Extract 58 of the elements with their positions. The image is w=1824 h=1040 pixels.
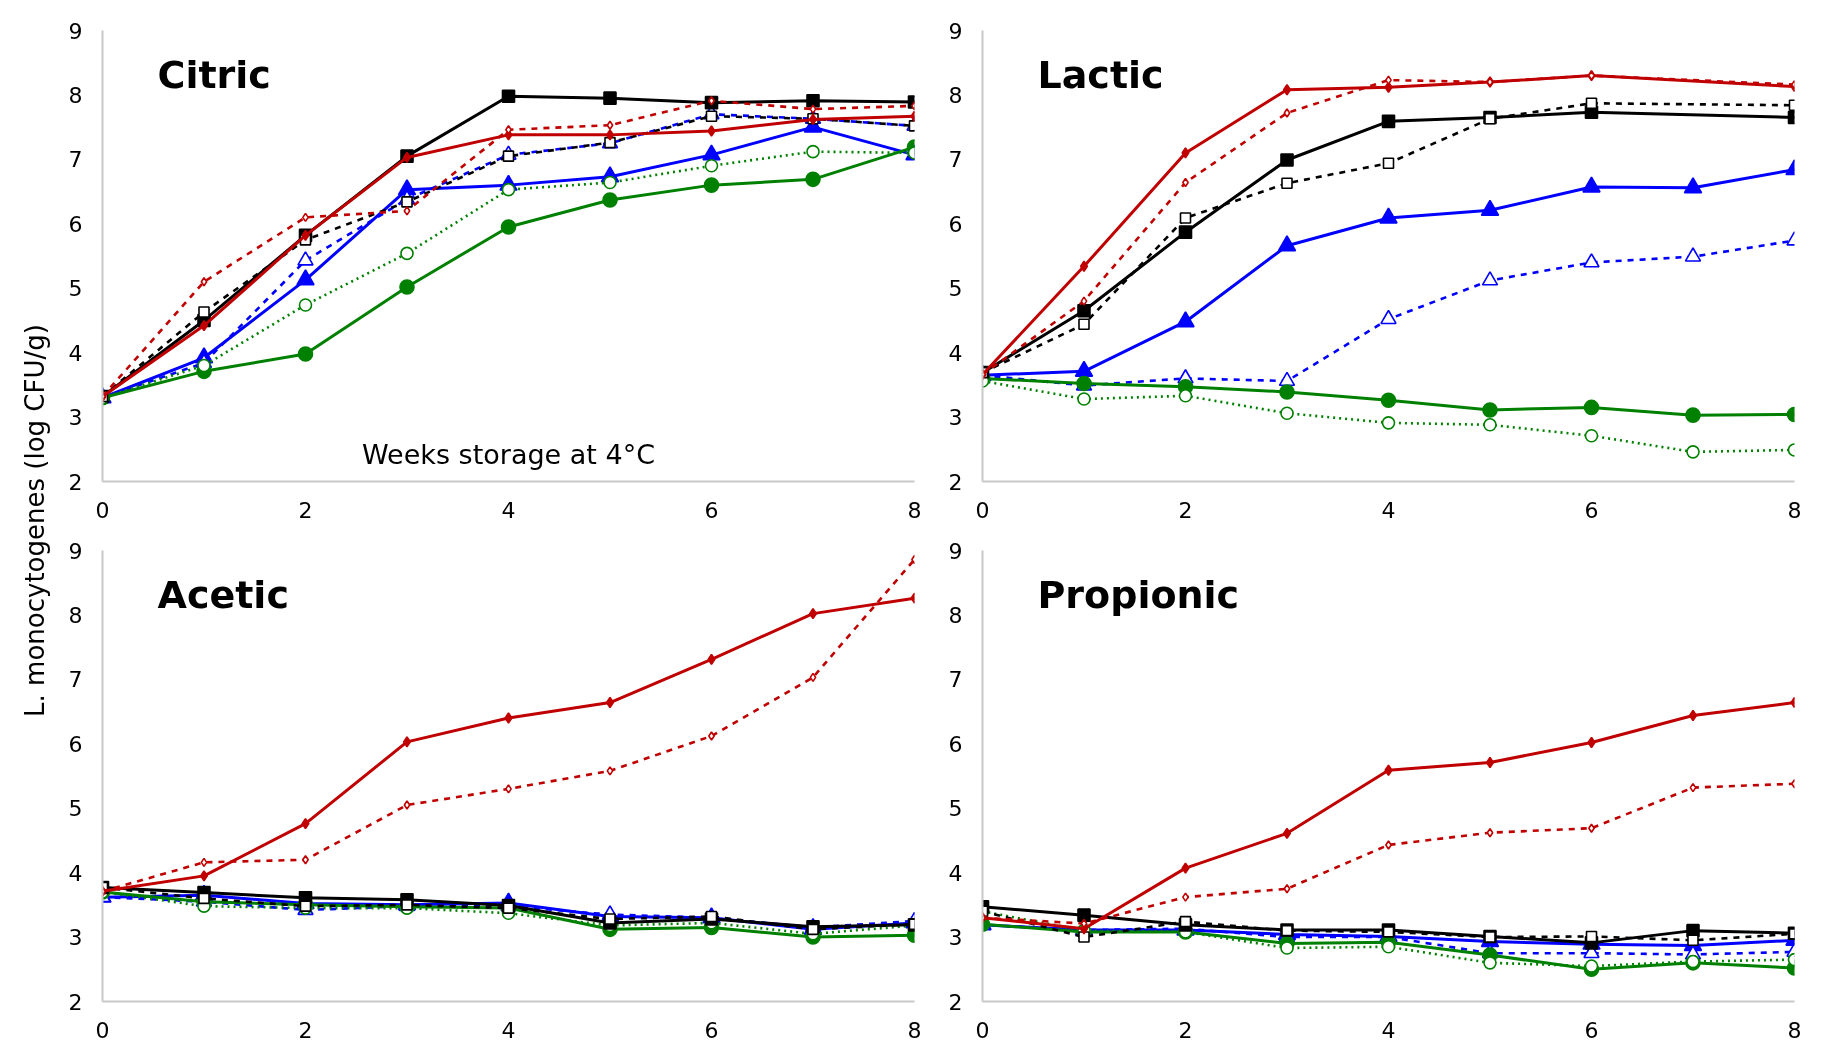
y-tick-label: 4 [68, 860, 83, 886]
y-tick-label: 6 [948, 211, 963, 237]
x-tick-label: 8 [1787, 1017, 1802, 1040]
x-tick-label: 8 [1787, 497, 1802, 523]
y-tick-label: 9 [948, 538, 963, 564]
y-tick-label: 7 [948, 147, 963, 173]
y-tick-label: 7 [948, 667, 963, 693]
y-tick-label: 4 [68, 340, 83, 366]
y-tick-label: 8 [68, 602, 83, 628]
y-tick-label: 2 [948, 469, 963, 495]
y-tick-label: 2 [68, 989, 83, 1015]
x-tick-label: 8 [907, 497, 922, 523]
y-tick-label: 5 [68, 796, 83, 822]
x-tick-label: 4 [1381, 497, 1396, 523]
x-tick-label: 6 [1584, 1017, 1599, 1040]
x-tick-label: 2 [298, 1017, 313, 1040]
x-tick-label: 8 [907, 1017, 922, 1040]
x-tick-label: 6 [704, 497, 719, 523]
y-tick-label: 3 [68, 405, 83, 431]
y-tick-label: 4 [948, 860, 963, 886]
text: Propionic [1037, 572, 1240, 617]
y-tick-label: 5 [948, 796, 963, 822]
x-tick-label: 0 [95, 1017, 110, 1040]
x-tick-label: 6 [1584, 497, 1599, 523]
x-tick-label: 2 [1178, 497, 1193, 523]
y-tick-label: 2 [948, 989, 963, 1015]
text: Citric [157, 52, 271, 97]
y-tick-label: 4 [948, 340, 963, 366]
x-tick-label: 6 [704, 1017, 719, 1040]
y-tick-label: 5 [948, 276, 963, 302]
y-tick-label: 9 [68, 538, 83, 564]
y-tick-label: 6 [948, 731, 963, 757]
x-axis-title: Weeks storage at 4°C [361, 438, 656, 470]
y-axis-title: L. monocytogenes (log CFU/g) [19, 324, 50, 717]
x-tick-label: 2 [298, 497, 313, 523]
x-tick-label: 4 [501, 1017, 516, 1040]
text: Lactic [1037, 52, 1164, 97]
x-tick-label: 4 [1381, 1017, 1396, 1040]
text: Acetic [157, 572, 289, 617]
y-tick-label: 9 [68, 18, 83, 44]
x-tick-label: 0 [975, 1017, 990, 1040]
y-tick-label: 3 [948, 405, 963, 431]
y-tick-label: 6 [68, 211, 83, 237]
y-tick-label: 7 [68, 667, 83, 693]
y-tick-label: 8 [948, 602, 963, 628]
y-tick-label: 8 [948, 82, 963, 108]
y-tick-label: 7 [68, 147, 83, 173]
x-tick-label: 4 [501, 497, 516, 523]
y-tick-label: 9 [948, 18, 963, 44]
y-tick-label: 8 [68, 82, 83, 108]
x-tick-label: 0 [95, 497, 110, 523]
y-tick-label: 5 [68, 276, 83, 302]
y-tick-label: 3 [948, 925, 963, 951]
y-tick-label: 6 [68, 731, 83, 757]
y-tick-label: 3 [68, 925, 83, 951]
y-tick-label: 2 [68, 469, 83, 495]
x-tick-label: 2 [1178, 1017, 1193, 1040]
x-tick-label: 0 [975, 497, 990, 523]
